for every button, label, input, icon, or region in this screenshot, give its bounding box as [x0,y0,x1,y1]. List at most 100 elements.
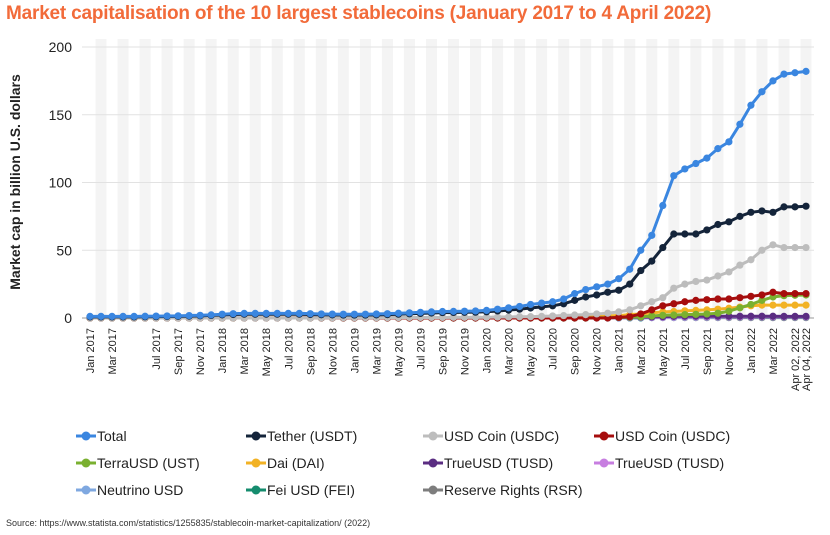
data-point [681,230,689,238]
x-tick-label: Sep 2020 [570,328,582,375]
data-point [527,313,535,321]
y-axis-ticks: 0 50 100 150 200 [49,39,73,326]
data-point [615,313,623,321]
plot-band [205,39,217,318]
data-point [549,298,557,306]
data-point [791,290,799,298]
data-point [626,280,634,288]
data-point [394,309,403,317]
data-point [571,290,579,298]
legend-label: TrueUSD (TUSD) [615,455,725,471]
data-point [218,310,226,318]
data-point [802,202,810,210]
plot-band [690,39,702,318]
plot-band [95,39,107,318]
legend-marker [76,431,96,441]
chart-svg: 0 50 100 150 200 Jan 2017 Mar 2017 Jul 2017 Sep… [7,39,814,391]
plot-band [139,39,151,318]
data-point [703,154,711,162]
x-tick-label: May 2020 [526,328,538,376]
legend-marker [423,431,443,441]
plot-band [117,39,129,318]
x-tick-label: Mar 2021 [636,328,648,374]
legend-label: Fei USD (FEI) [267,482,355,498]
data-point [438,307,447,316]
data-point [626,265,634,273]
x-tick-label: Mar 2017 [107,328,119,374]
x-tick-label: Nov 2020 [592,328,604,375]
x-tick-label: Jan 2019 [349,328,361,373]
data-point [560,295,568,303]
x-tick-label: Jan 2018 [217,328,229,373]
data-point [648,298,656,306]
data-point [516,302,524,311]
data-point [471,313,480,321]
data-point [361,310,369,318]
plot-band [492,39,504,318]
y-tick-label: 100 [49,175,73,191]
data-point [383,310,392,318]
data-point [251,309,259,317]
data-point [670,300,678,308]
data-point [593,283,601,291]
data-point [725,138,733,146]
x-tick-label: Jan 2022 [746,328,758,373]
plot-band [624,39,636,318]
data-point [758,296,766,304]
data-point [637,266,645,275]
x-tick-label: Mar 2019 [371,328,383,374]
data-point [725,312,733,320]
data-point [416,308,425,316]
data-point [207,311,215,319]
data-point [670,172,678,180]
data-point [659,311,667,319]
data-point [747,208,755,216]
data-point [769,77,777,85]
data-point [659,243,667,252]
y-tick-label: 150 [49,107,73,123]
plot-band [359,39,371,318]
data-point [328,310,336,318]
plot-band [293,39,305,318]
x-tick-label: Mar 2022 [768,328,780,374]
plot-band [470,39,482,318]
data-point [538,299,546,307]
x-tick-label: Jul 2018 [283,328,295,370]
data-point [692,230,700,238]
data-point [306,310,314,318]
data-point [736,120,744,128]
plot-band [448,39,460,318]
data-point [758,88,766,96]
legend-marker [76,458,96,468]
data-point [516,313,524,321]
data-point [615,286,623,294]
data-point [262,309,270,317]
plot-band [558,39,570,318]
data-point [670,230,678,238]
x-tick-label: Sep 2017 [173,328,185,375]
data-point [714,220,722,229]
data-point [493,313,502,321]
plot-band [227,39,239,318]
x-tick-label: May 2018 [261,328,273,376]
data-point [769,241,777,249]
plot-band [183,39,195,318]
x-tick-label: May 2019 [393,328,405,376]
data-point [626,306,634,314]
data-point [405,309,414,317]
x-tick-label: Nov 2018 [327,328,339,375]
legend-label: Neutrino USD [97,482,184,498]
data-point [692,277,700,286]
legend-label: Tether (USDT) [267,428,358,444]
data-point [802,243,810,252]
data-point [284,309,292,317]
data-point [582,285,590,294]
data-point [714,272,722,280]
data-point [736,261,744,269]
legend-marker [246,431,266,441]
chart-title: Market capitalisation of the 10 largest … [6,3,712,24]
x-tick-label: Jan 2017 [85,328,97,373]
data-point [626,313,634,321]
data-point [780,301,788,309]
data-point [670,284,678,292]
